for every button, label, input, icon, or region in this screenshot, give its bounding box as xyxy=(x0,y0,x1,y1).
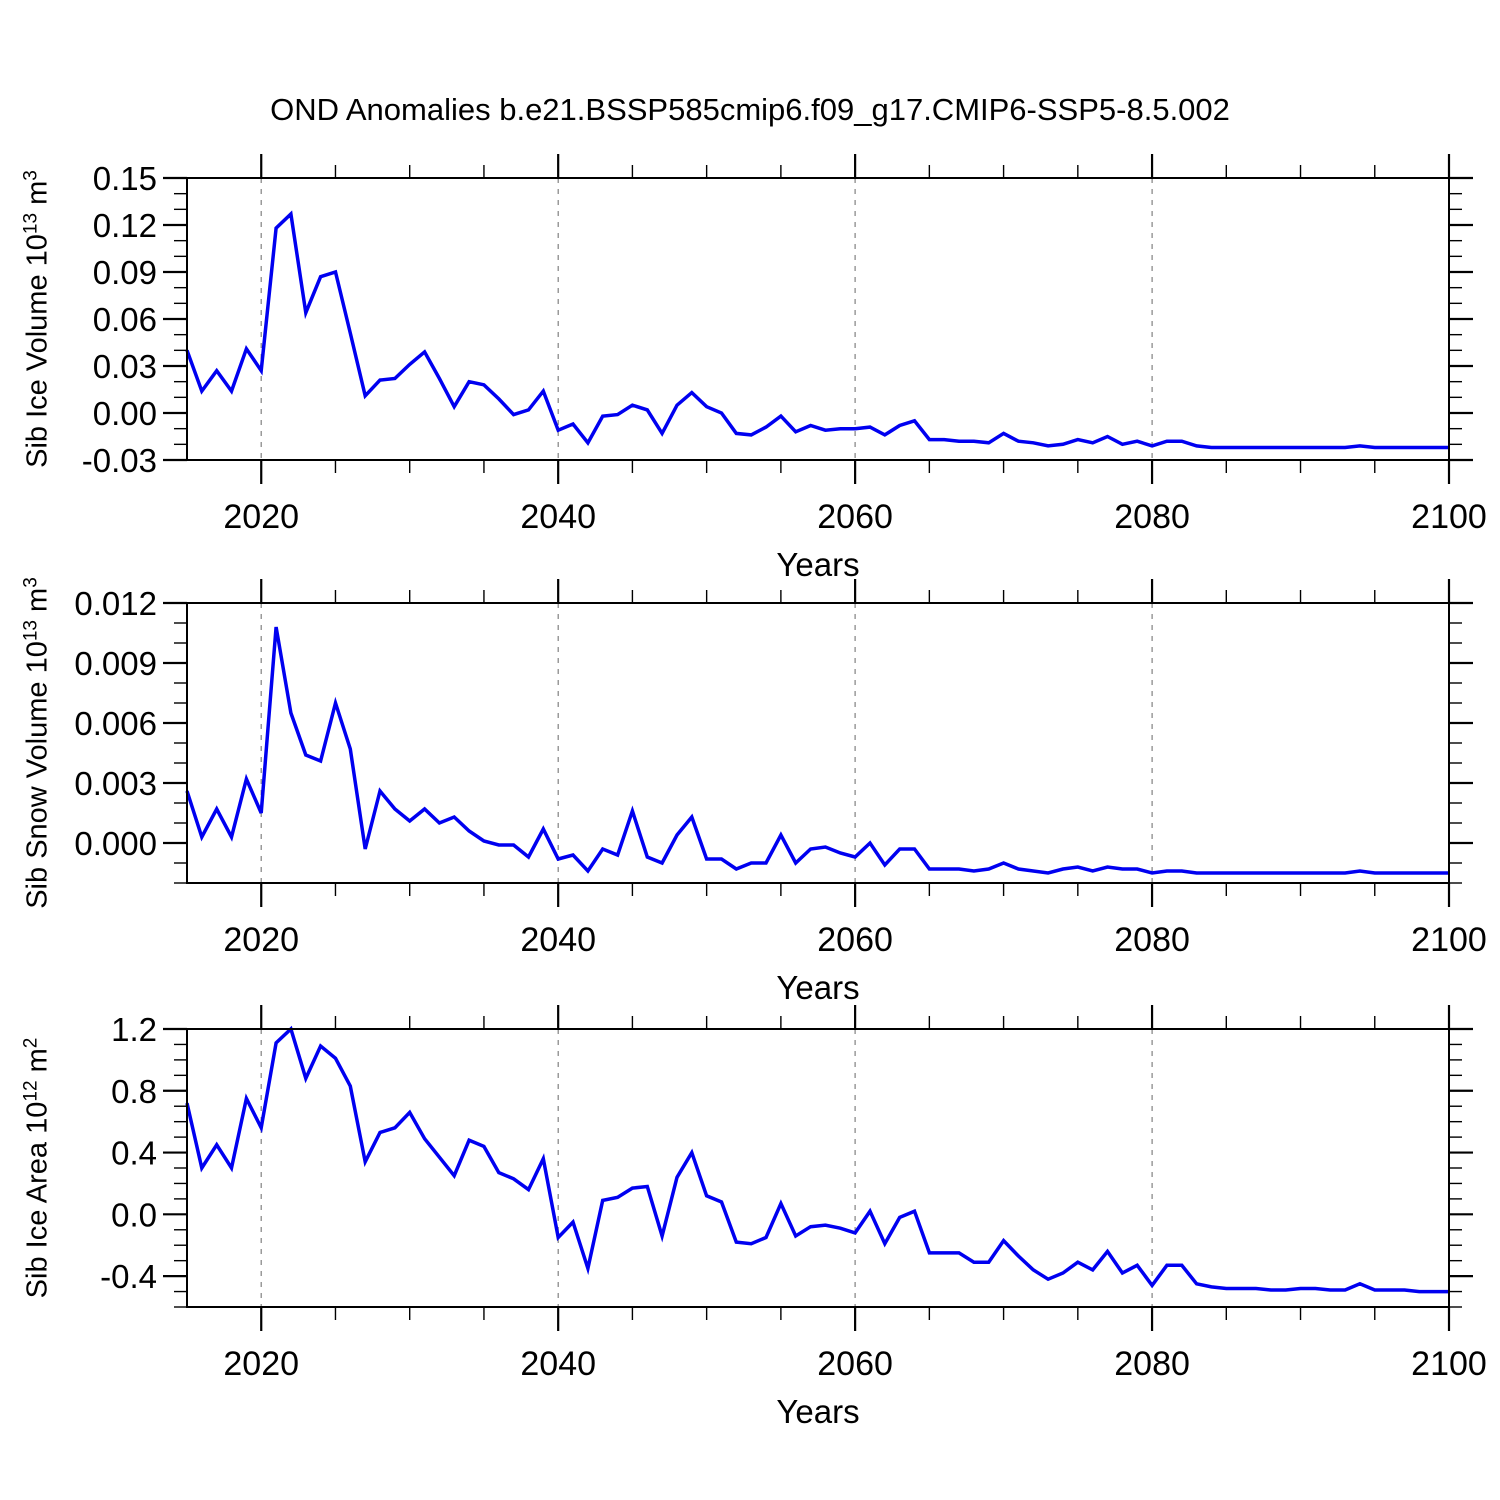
series-line-sib-ice-volume xyxy=(185,210,1449,450)
y-tick-label: 0.4 xyxy=(111,1135,157,1172)
x-tick-label: 2100 xyxy=(1411,921,1487,959)
x-axis-title: Years xyxy=(776,969,859,1006)
y-tick-label: 0.009 xyxy=(74,645,157,682)
y-tick-label: 1.2 xyxy=(111,1011,157,1048)
x-axis-title: Years xyxy=(776,1393,859,1430)
y-tick-label: 0.12 xyxy=(93,207,157,244)
panel-sib-snow-volume: 0.012 0.009 0.006 0.003 0.000 2020 2040 2060 208… xyxy=(74,579,1487,1006)
x-tick-label: 2020 xyxy=(223,1345,299,1383)
x-tick-label: 2040 xyxy=(520,498,596,536)
y-tick-label: 0.09 xyxy=(93,254,157,291)
y-tick-label: 0.8 xyxy=(111,1073,157,1110)
plot-frame xyxy=(186,1028,1450,1308)
x-tick-label: 2020 xyxy=(223,498,299,536)
y-tick-label: -0.03 xyxy=(82,442,157,479)
panel-sib-ice-volume: 0.15 0.12 0.09 0.06 0.03 0.00 -0.03 2020 2040 206… xyxy=(82,154,1487,583)
x-tick-label: 2080 xyxy=(1114,921,1190,959)
plot-frame xyxy=(186,177,1450,461)
x-axis-title: Years xyxy=(776,546,859,583)
plot-frame xyxy=(186,602,1450,884)
y-tick-label: 0.15 xyxy=(93,160,157,197)
x-tick-label: 2100 xyxy=(1411,498,1487,536)
x-tick-label: 2100 xyxy=(1411,1345,1487,1383)
x-tick-label: 2060 xyxy=(817,498,893,536)
x-tick-label: 2060 xyxy=(817,921,893,959)
y-tick-label: -0.4 xyxy=(100,1258,157,1295)
x-tick-label: 2040 xyxy=(520,921,596,959)
panel-sib-ice-area: 1.2 0.8 0.4 0.0 -0.4 2020 2040 2060 2080 2100 Year… xyxy=(100,1005,1487,1430)
series-line-sib-ice-area xyxy=(185,1025,1449,1294)
y-tick-label: 0.012 xyxy=(74,585,157,622)
x-tick-label: 2080 xyxy=(1114,1345,1190,1383)
chart-title: OND Anomalies b.e21.BSSP585cmip6.f09_g17… xyxy=(270,92,1230,127)
series-line-sib-snow-volume xyxy=(185,626,1449,875)
y-tick-label: 0.00 xyxy=(93,395,157,432)
x-tick-label: 2040 xyxy=(520,1345,596,1383)
x-tick-label: 2060 xyxy=(817,1345,893,1383)
y-tick-label: 0.006 xyxy=(74,705,157,742)
y-tick-label: 0.06 xyxy=(93,301,157,338)
x-tick-label: 2080 xyxy=(1114,498,1190,536)
y-tick-label: 0.000 xyxy=(74,825,157,862)
x-tick-label: 2020 xyxy=(223,921,299,959)
y-tick-label: 0.003 xyxy=(74,765,157,802)
y-tick-label: 0.03 xyxy=(93,348,157,385)
y-tick-label: 0.0 xyxy=(111,1196,157,1233)
